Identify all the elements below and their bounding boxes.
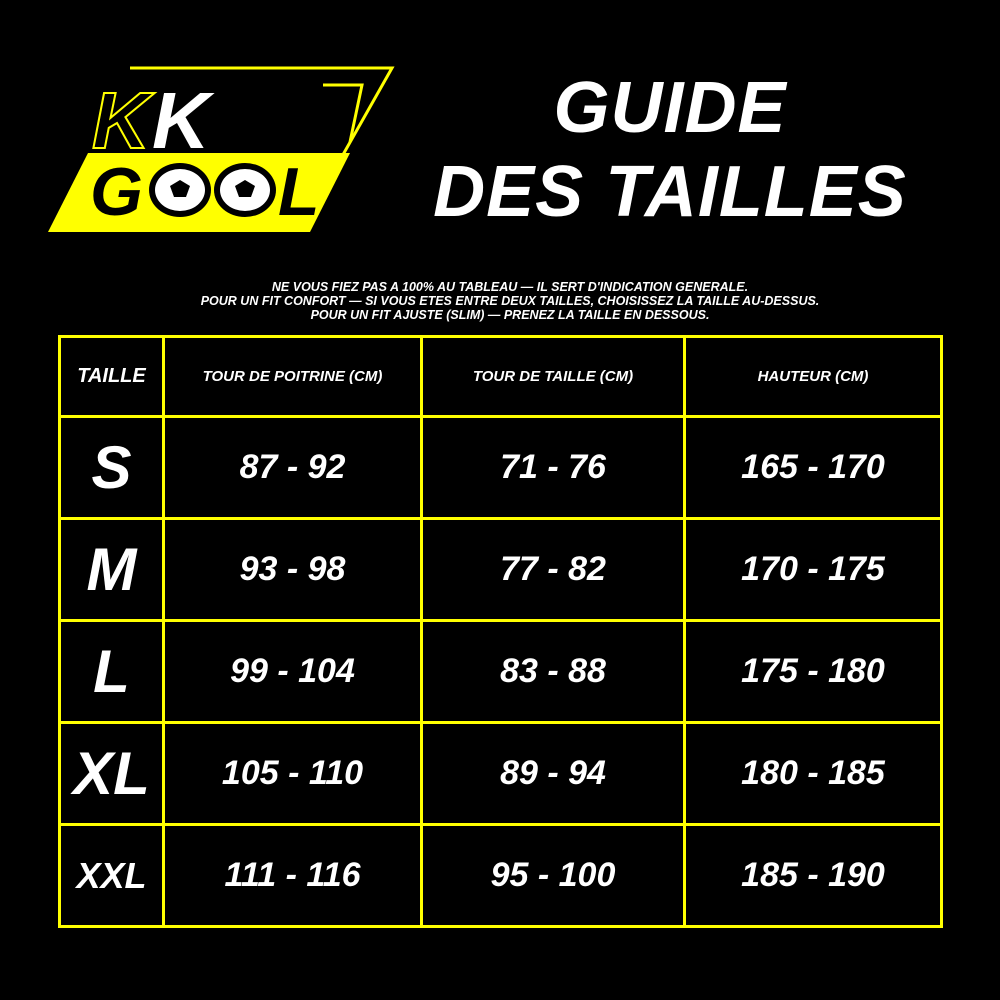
page-title: GUIDE DES TAILLES	[400, 66, 940, 234]
header-waist: TOUR DE TAILLE (CM)	[420, 335, 686, 418]
chest-cell: 99 - 104	[162, 619, 423, 724]
table-row: XL 105 - 110 89 - 94 180 - 185	[58, 721, 943, 826]
height-cell: 185 - 190	[683, 823, 943, 928]
title-line-2: DES TAILLES	[433, 152, 907, 232]
waist-cell: 89 - 94	[420, 721, 686, 826]
svg-text:L: L	[278, 154, 320, 230]
svg-text:K: K	[92, 76, 155, 165]
height-cell: 180 - 185	[683, 721, 943, 826]
size-cell: S	[58, 415, 165, 520]
table-row: S 87 - 92 71 - 76 165 - 170	[58, 415, 943, 520]
svg-text:K: K	[152, 76, 215, 165]
waist-cell: 95 - 100	[420, 823, 686, 928]
height-cell: 170 - 175	[683, 517, 943, 622]
size-table: TAILLE TOUR DE POITRINE (CM) TOUR DE TAI…	[58, 335, 943, 928]
note-line: POUR UN FIT CONFORT — SI VOUS ETES ENTRE…	[200, 294, 820, 308]
size-cell: M	[58, 517, 165, 622]
waist-cell: 83 - 88	[420, 619, 686, 724]
note-line: NE VOUS FIEZ PAS A 100% AU TABLEAU — IL …	[271, 280, 749, 294]
height-cell: 165 - 170	[683, 415, 943, 520]
svg-text:G: G	[90, 154, 143, 230]
disclaimer-note: NE VOUS FIEZ PAS A 100% AU TABLEAU — IL …	[100, 280, 920, 322]
title-line-1: GUIDE	[553, 68, 787, 148]
table-header-row: TAILLE TOUR DE POITRINE (CM) TOUR DE TAI…	[58, 335, 943, 418]
note-line: POUR UN FIT AJUSTE (SLIM) — PRENEZ LA TA…	[310, 308, 710, 322]
height-cell: 175 - 180	[683, 619, 943, 724]
chest-cell: 93 - 98	[162, 517, 423, 622]
waist-cell: 77 - 82	[420, 517, 686, 622]
waist-cell: 71 - 76	[420, 415, 686, 520]
size-cell: L	[58, 619, 165, 724]
kk-gool-logo: K K G L	[48, 66, 395, 232]
header-chest: TOUR DE POITRINE (CM)	[162, 335, 423, 418]
chest-cell: 105 - 110	[162, 721, 423, 826]
chest-cell: 111 - 116	[162, 823, 423, 928]
size-cell: XXL	[58, 823, 165, 928]
chest-cell: 87 - 92	[162, 415, 423, 520]
table-row: XXL 111 - 116 95 - 100 185 - 190	[58, 823, 943, 928]
table-row: M 93 - 98 77 - 82 170 - 175	[58, 517, 943, 622]
table-row: L 99 - 104 83 - 88 175 - 180	[58, 619, 943, 724]
header-height: HAUTEUR (CM)	[683, 335, 943, 418]
size-cell: XL	[58, 721, 165, 826]
header-size: TAILLE	[58, 335, 165, 418]
